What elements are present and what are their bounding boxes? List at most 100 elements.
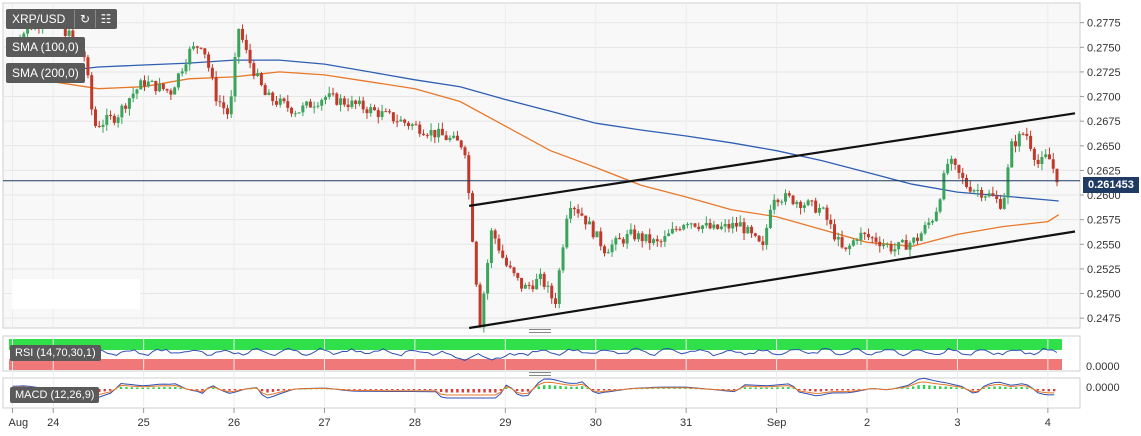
candle — [569, 207, 573, 219]
candle — [591, 221, 595, 238]
macd-histogram-bar — [798, 389, 801, 391]
candle — [991, 193, 995, 197]
macd-histogram-bar — [846, 389, 850, 391]
candle — [331, 93, 335, 95]
x-tick-label: 26 — [228, 417, 240, 429]
candle — [282, 98, 286, 102]
candle — [716, 224, 720, 229]
chart-settings-icon[interactable]: ☷ — [95, 10, 116, 28]
macd-histogram-bar — [450, 389, 454, 393]
candle — [1006, 167, 1010, 198]
candle — [1055, 168, 1059, 183]
candle — [301, 105, 305, 113]
macd-histogram-bar — [575, 386, 578, 389]
candle — [433, 129, 437, 138]
candle — [595, 231, 599, 238]
candle — [512, 267, 516, 274]
candle — [278, 98, 282, 105]
macd-histogram-bar — [369, 389, 372, 390]
candle — [746, 226, 750, 234]
candle — [71, 30, 75, 39]
candle — [825, 207, 829, 220]
macd-histogram-bar — [933, 385, 937, 389]
candle — [791, 195, 795, 205]
rsi-label[interactable]: RSI (14,70,30,1) — [10, 345, 101, 361]
macd-histogram-bar — [347, 389, 351, 390]
candle — [86, 57, 90, 76]
candle — [697, 226, 701, 230]
x-tick-label: 4 — [1045, 417, 1051, 429]
macd-histogram-bar — [776, 387, 779, 389]
macd-histogram-bar — [667, 388, 671, 389]
sma100-label[interactable]: SMA (100,0) — [6, 37, 85, 57]
candle — [165, 89, 169, 91]
candle — [670, 228, 674, 234]
macd-histogram-bar — [662, 388, 665, 389]
candle — [437, 128, 441, 138]
macd-histogram-bar — [396, 389, 399, 390]
candle — [829, 219, 833, 225]
macd-histogram-bar — [374, 389, 378, 390]
candle — [350, 100, 354, 108]
candle — [1021, 133, 1025, 135]
macd-histogram-bar — [288, 389, 291, 390]
candle — [636, 233, 640, 240]
candle — [169, 90, 173, 95]
y-tick-label: 0.2475 — [1087, 313, 1121, 325]
candle — [173, 87, 177, 95]
macd-histogram-bar — [803, 389, 806, 391]
macd-histogram-bar — [732, 389, 736, 390]
candle — [772, 199, 776, 210]
candle — [90, 75, 94, 110]
candle — [410, 124, 414, 127]
candle — [380, 111, 384, 118]
x-tick-label: 28 — [409, 417, 421, 429]
candle — [889, 244, 893, 252]
macd-histogram-bar — [212, 387, 215, 389]
candle — [508, 265, 512, 268]
candle — [885, 244, 889, 246]
candle — [361, 100, 365, 110]
candle — [308, 101, 312, 108]
macd-label[interactable]: MACD (12,26,9) — [10, 387, 100, 403]
candle — [817, 208, 821, 213]
candle — [874, 237, 878, 242]
candle — [1002, 197, 1006, 209]
candle — [625, 233, 629, 244]
candle — [527, 284, 531, 286]
pane-resize-handle[interactable] — [529, 371, 551, 377]
candle — [388, 111, 392, 113]
candle — [987, 193, 991, 197]
candle — [323, 96, 327, 100]
candle — [418, 124, 422, 134]
candle — [610, 244, 614, 253]
pane-resize-handle[interactable] — [529, 328, 551, 334]
candle — [799, 201, 803, 208]
candle — [674, 228, 678, 230]
macd-histogram-bar — [819, 389, 823, 392]
candle — [305, 101, 309, 106]
refresh-icon[interactable]: ↻ — [74, 10, 95, 28]
y-tick-label: 0.2775 — [1087, 18, 1121, 30]
candle — [188, 48, 192, 65]
candle — [1047, 154, 1051, 160]
sma200-label[interactable]: SMA (200,0) — [6, 63, 85, 83]
macd-histogram-bar — [543, 385, 546, 389]
macd-histogram-bar — [228, 389, 231, 391]
macd-histogram-bar — [760, 387, 763, 389]
x-tick-label: 25 — [138, 417, 150, 429]
macd-histogram-bar — [515, 389, 519, 391]
candle — [516, 273, 520, 278]
candle — [455, 135, 459, 141]
candle — [244, 39, 248, 50]
macd-histogram-bar — [591, 389, 595, 391]
macd-histogram-bar — [1009, 387, 1012, 389]
macd-histogram-bar — [271, 389, 275, 392]
macd-histogram-bar — [570, 386, 573, 389]
candle — [425, 135, 429, 137]
candle — [233, 57, 237, 97]
macd-histogram-bar — [1015, 387, 1018, 389]
candle — [704, 222, 708, 226]
candle — [953, 158, 957, 165]
